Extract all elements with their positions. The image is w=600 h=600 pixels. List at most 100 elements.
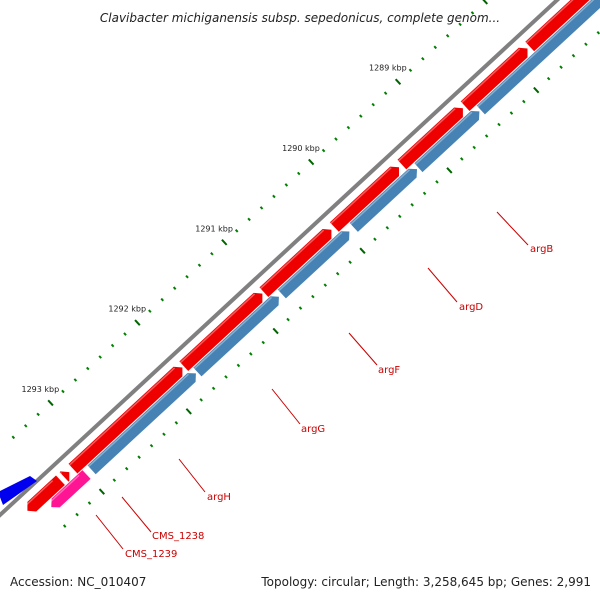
- minor-tick: [247, 217, 251, 222]
- minor-tick: [160, 297, 164, 302]
- minor-tick: [383, 91, 388, 95]
- minor-tick: [23, 424, 28, 428]
- minor-tick: [346, 125, 351, 130]
- minor-tick: [11, 435, 16, 440]
- minor-tick: [584, 42, 588, 47]
- minor-tick: [385, 225, 390, 230]
- cds-arrow: [179, 292, 263, 371]
- minor-tick: [373, 237, 377, 242]
- gene-arrow: [476, 0, 600, 115]
- minor-tick: [460, 157, 464, 161]
- gene-label-leader: [427, 267, 458, 303]
- genome-backbone: [0, 0, 561, 518]
- minor-tick: [470, 11, 475, 15]
- major-tick: [394, 78, 402, 85]
- minor-tick: [433, 45, 438, 50]
- minor-tick: [199, 398, 203, 402]
- cds-arrow: [397, 107, 463, 170]
- minor-tick: [323, 283, 328, 287]
- gene-label-leader: [95, 514, 124, 550]
- major-tick: [359, 247, 366, 254]
- minor-tick: [596, 30, 600, 35]
- gene-label-leader: [496, 211, 529, 246]
- cds-arrow-highlight: [330, 167, 392, 224]
- minor-tick: [410, 203, 414, 207]
- minor-tick: [124, 466, 129, 471]
- minor-tick: [311, 294, 315, 299]
- minor-tick: [371, 102, 375, 107]
- cds-arrow: [460, 47, 528, 111]
- left-feature-arrow: [0, 476, 37, 505]
- minor-tick: [98, 355, 102, 359]
- gene-label-CMS_1239: CMS_1239: [125, 549, 177, 560]
- gene-label-argF: argF: [378, 365, 400, 376]
- gene-arrow-argF: [277, 231, 350, 299]
- gene-arrow-CMS_1239: [51, 470, 91, 508]
- major-tick: [446, 167, 453, 174]
- gene-arrow-argD: [349, 168, 417, 232]
- minor-tick: [61, 389, 65, 394]
- major-tick: [482, 0, 489, 5]
- minor-tick: [296, 171, 301, 176]
- minor-tick: [75, 512, 79, 517]
- tick-label: 1289 kbp: [369, 64, 407, 73]
- cds-arrow: [259, 229, 332, 297]
- cds-arrow-highlight: [69, 367, 176, 466]
- gene-arrow-argD-highlight: [350, 169, 411, 225]
- minor-tick: [197, 263, 202, 268]
- cds-arrow-highlight: [60, 471, 62, 474]
- cds-arrow-highlight: [398, 108, 456, 162]
- gene-arrow-argH: [87, 373, 196, 475]
- major-tick: [533, 86, 540, 94]
- minor-tick: [236, 363, 241, 368]
- gene-arrow-argH-highlight: [88, 373, 189, 468]
- minor-tick: [148, 309, 152, 313]
- gene-arrow-argB-highlight: [414, 111, 473, 165]
- gene-label-CMS_1238: CMS_1238: [152, 531, 204, 542]
- cds-arrow: [329, 166, 399, 232]
- minor-tick: [421, 56, 425, 61]
- minor-tick: [522, 99, 526, 104]
- minor-tick: [559, 65, 563, 69]
- cds-arrow-highlight: [259, 229, 325, 290]
- minor-tick: [234, 229, 239, 233]
- minor-tick: [509, 111, 514, 115]
- tick-label: 1293 kbp: [22, 385, 60, 394]
- major-tick: [134, 319, 141, 326]
- major-tick: [98, 488, 106, 495]
- minor-tick: [497, 122, 501, 127]
- cds-arrow: [27, 475, 65, 512]
- tick-label: 1290 kbp: [282, 144, 320, 153]
- gene-arrow-argB: [414, 111, 480, 173]
- major-tick: [221, 239, 228, 246]
- minor-tick: [224, 375, 228, 379]
- minor-tick: [172, 286, 177, 290]
- major-tick: [272, 327, 279, 335]
- major-tick: [185, 408, 192, 415]
- gene-arrow-highlight: [477, 0, 595, 108]
- gene-label-argG: argG: [301, 424, 325, 435]
- cds-arrow-highlight: [461, 48, 521, 104]
- minor-tick: [62, 524, 67, 528]
- minor-tick: [571, 53, 576, 58]
- gene-arrow-argG-highlight: [193, 296, 272, 370]
- minor-tick: [272, 194, 276, 199]
- gene-label-leader: [271, 388, 301, 425]
- topology-summary: Topology: circular; Length: 3,258,645 bp…: [261, 575, 591, 589]
- minor-tick: [36, 412, 40, 417]
- minor-tick: [174, 421, 179, 425]
- minor-tick: [87, 501, 92, 505]
- minor-tick: [259, 206, 264, 210]
- minor-tick: [110, 343, 115, 348]
- minor-tick: [261, 340, 265, 345]
- minor-tick: [397, 214, 402, 219]
- gene-label-argD: argD: [459, 302, 483, 313]
- minor-tick: [422, 191, 427, 196]
- gene-label-leader: [348, 332, 378, 366]
- minor-tick: [445, 34, 450, 38]
- gene-label-argB: argB: [530, 244, 553, 255]
- minor-tick: [334, 137, 338, 141]
- gene-arrow-argF-highlight: [278, 231, 343, 292]
